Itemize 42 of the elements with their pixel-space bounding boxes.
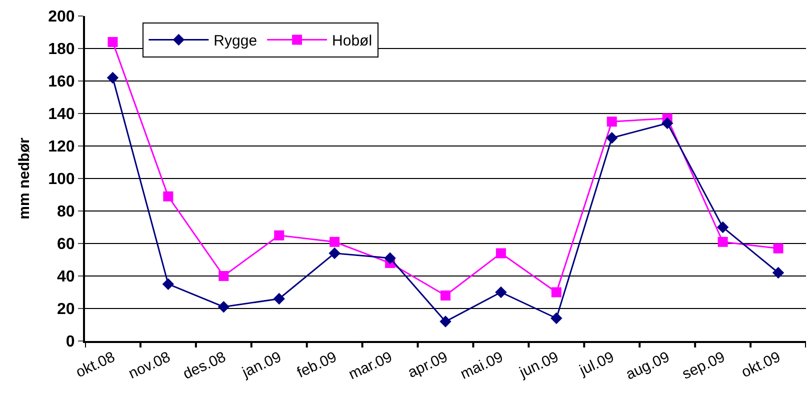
- point: [716, 221, 729, 234]
- point: [495, 286, 507, 298]
- y-tick-label: 200: [48, 8, 75, 26]
- point: [384, 252, 396, 264]
- y-axis-title: mm nedbør: [16, 138, 33, 220]
- y-tick-label: 0: [66, 334, 75, 351]
- point: [772, 266, 784, 279]
- point: [163, 191, 174, 202]
- y-tick-label: 180: [48, 41, 75, 58]
- point: [440, 290, 450, 300]
- y-tick-label: 140: [48, 106, 75, 124]
- point: [106, 72, 119, 84]
- x-tick-label: feb.09: [294, 348, 340, 382]
- point: [718, 236, 728, 247]
- y-tick-label: 60: [57, 236, 75, 254]
- point: [218, 301, 230, 313]
- x-tick-label: okt.09: [738, 348, 784, 382]
- x-tick-label: okt.08: [73, 348, 118, 382]
- legend-label: Hobøl: [332, 32, 372, 50]
- y-tick-label: 160: [48, 74, 75, 91]
- y-tick-label: 100: [48, 171, 75, 188]
- point: [496, 248, 506, 258]
- point: [773, 243, 784, 254]
- point: [162, 278, 174, 290]
- x-tick-label: apr.09: [405, 348, 450, 382]
- point: [606, 132, 618, 144]
- point: [330, 236, 340, 247]
- point: [550, 312, 562, 324]
- point: [328, 247, 340, 260]
- point: [274, 230, 284, 240]
- point: [273, 292, 285, 305]
- point: [606, 116, 617, 127]
- point: [551, 287, 562, 298]
- y-tick-label: 120: [48, 138, 75, 156]
- legend-label: Rygge: [214, 32, 258, 50]
- point: [662, 117, 674, 130]
- point: [108, 37, 118, 47]
- y-tick-label: 20: [57, 301, 75, 318]
- point: [440, 316, 452, 328]
- y-tick-label: 40: [57, 268, 75, 286]
- y-tick-label: 80: [57, 204, 75, 221]
- point: [218, 271, 229, 281]
